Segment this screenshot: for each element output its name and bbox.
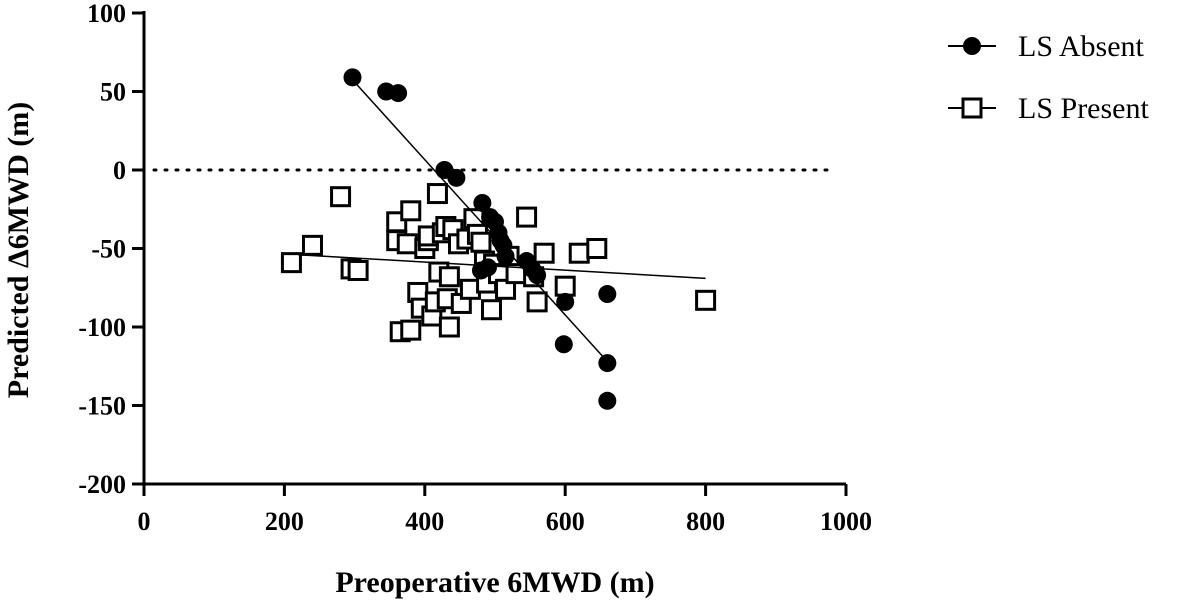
ls-present-point xyxy=(554,275,576,297)
ls-absent-point xyxy=(556,292,575,311)
ls-present-point xyxy=(516,206,538,228)
ls-present-point xyxy=(330,186,352,208)
x-tick-label: 0 xyxy=(138,507,151,536)
ls-absent-trendline xyxy=(354,81,608,363)
y-tick-label: 100 xyxy=(87,0,126,28)
plot-area xyxy=(152,68,838,410)
ls-present-point xyxy=(438,316,460,338)
ls-present-point xyxy=(347,259,369,281)
x-tick-label: 1000 xyxy=(820,507,872,536)
ls-present-point xyxy=(526,291,548,313)
x-tick-label: 800 xyxy=(686,507,725,536)
ls-present-point xyxy=(495,278,517,300)
ls-absent-point xyxy=(496,247,515,266)
ls-present-trendline xyxy=(298,254,706,280)
ls-present-point xyxy=(396,233,418,255)
ls-absent-point xyxy=(473,193,492,212)
ls-present-point xyxy=(470,231,492,253)
ls-present-point xyxy=(400,200,422,222)
legend-item: LS Absent xyxy=(948,30,1145,63)
ls-absent-point xyxy=(554,335,573,354)
x-axis-title: Preoperative 6MWD (m) xyxy=(335,566,654,599)
legend-label: LS Absent xyxy=(1018,30,1145,63)
legend-item: LS Present xyxy=(948,92,1149,125)
ls-absent-point xyxy=(471,261,490,280)
ls-absent-point xyxy=(598,391,617,410)
y-tick-label: -50 xyxy=(91,235,126,264)
ls-present-point xyxy=(568,242,590,264)
y-tick-label: -200 xyxy=(78,470,126,499)
y-tick-label: -100 xyxy=(78,313,126,342)
ls-present-point xyxy=(400,319,422,341)
x-tick-label: 200 xyxy=(265,507,304,536)
ls-present-point xyxy=(586,238,608,259)
axes: 100 50 0 -50 -100 -150 -200 0 200 400 600 800 1000 xyxy=(78,0,872,536)
ls-absent-point xyxy=(343,68,362,87)
x-tick-label: 400 xyxy=(405,507,444,536)
ls-present-point xyxy=(280,252,302,274)
ls-absent-point xyxy=(598,285,617,304)
ls-present-point xyxy=(426,183,448,205)
ls-present-point xyxy=(438,266,460,288)
legend-label: LS Present xyxy=(1018,92,1149,125)
ls-absent-point xyxy=(447,168,466,187)
y-axis-title: Predicted Δ6MWD (m) xyxy=(2,102,35,399)
ls-absent-point xyxy=(528,266,547,285)
legend-marker-square xyxy=(961,97,983,119)
legend-marker-circle xyxy=(963,37,981,55)
ls-present-point xyxy=(533,242,555,264)
y-tick-label: -150 xyxy=(78,392,126,421)
y-tick-label: 0 xyxy=(113,156,126,185)
y-tick-label: 50 xyxy=(100,78,126,107)
ls-present-point xyxy=(301,234,323,256)
legend: LS Absent LS Present xyxy=(948,30,1149,125)
ls-present-point xyxy=(480,299,502,321)
ls-absent-point xyxy=(389,84,408,103)
x-tick-label: 600 xyxy=(546,507,585,536)
ls-absent-point xyxy=(598,354,617,373)
ls-present-point xyxy=(695,289,717,311)
